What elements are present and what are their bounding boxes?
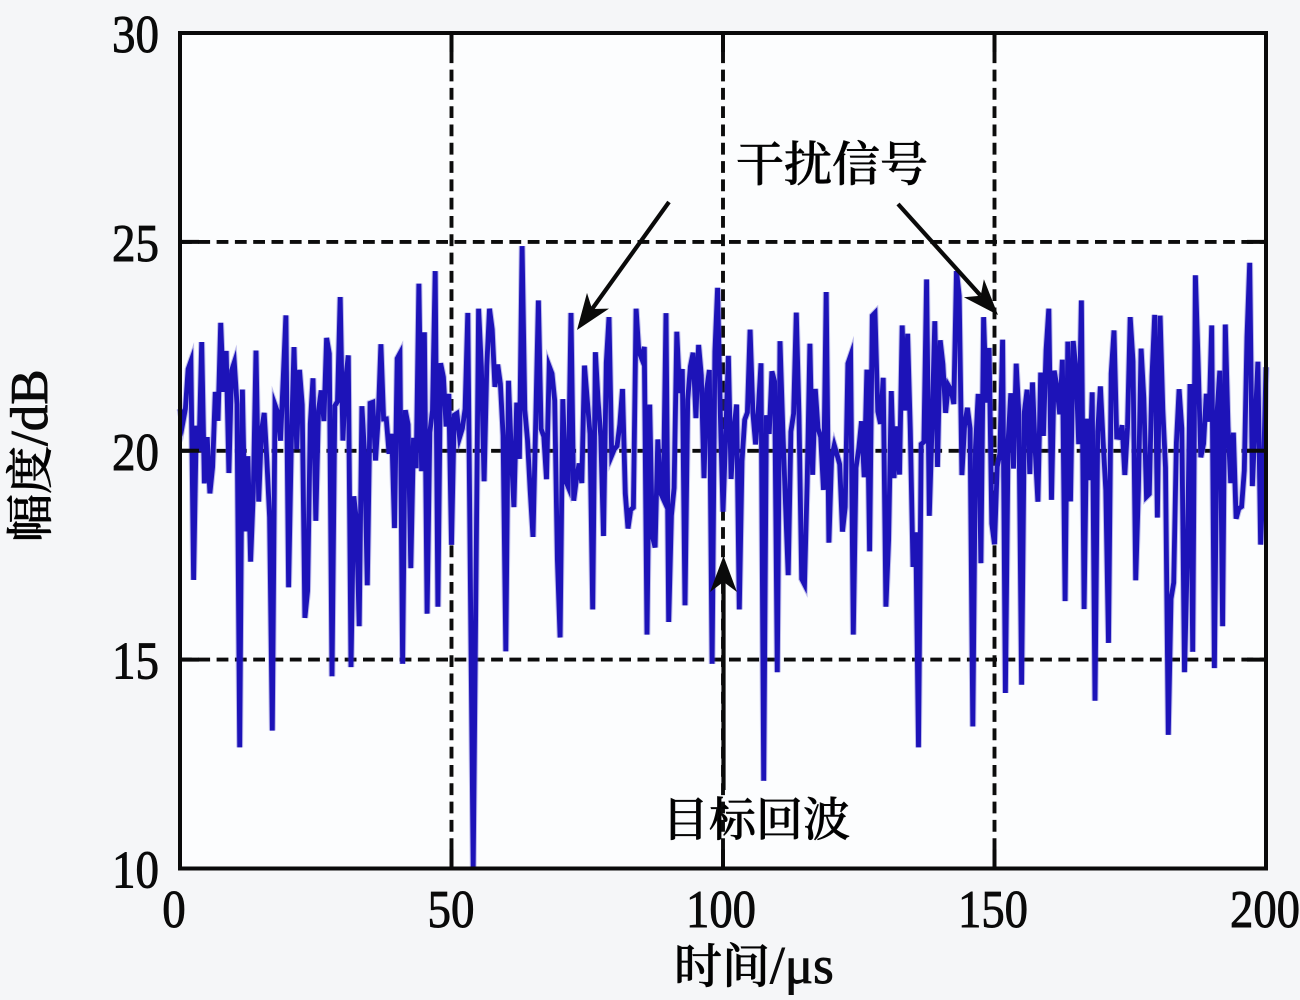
svg-text:25: 25: [112, 215, 159, 273]
svg-text:/μs: /μs: [770, 937, 834, 995]
svg-text:200: 200: [1230, 881, 1300, 939]
svg-text:30: 30: [112, 6, 159, 64]
svg-text:150: 150: [958, 881, 1028, 939]
svg-text:0: 0: [162, 881, 186, 939]
svg-text:50: 50: [428, 881, 475, 939]
svg-text:10: 10: [112, 842, 159, 900]
svg-text:/dB: /dB: [1, 369, 59, 446]
svg-text:15: 15: [112, 633, 159, 691]
svg-text:100: 100: [686, 881, 756, 939]
svg-text:20: 20: [112, 424, 159, 482]
